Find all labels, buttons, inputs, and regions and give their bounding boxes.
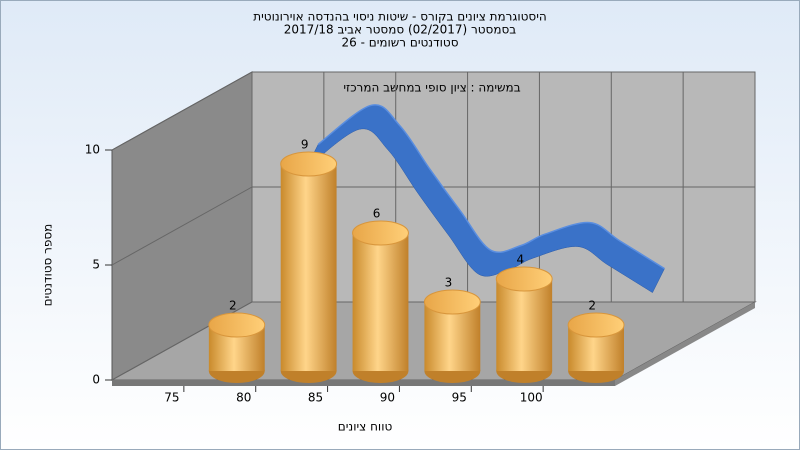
y-tick-label: 5 <box>92 258 100 272</box>
bar-top <box>567 312 625 338</box>
x-tick-label: 75 <box>164 391 179 405</box>
x-tick-label: 95 <box>452 391 467 405</box>
chart-title: היסטוגרמת ציונים בקורס - שיטות ניסוי בהנ… <box>253 10 547 24</box>
data-label: 2 <box>229 299 237 313</box>
y-tick-label: 0 <box>92 373 100 387</box>
bar-top <box>208 312 266 338</box>
data-label: 9 <box>301 138 309 152</box>
curve-line <box>317 104 665 270</box>
bar <box>280 164 337 371</box>
grid-line <box>111 186 253 266</box>
x-tick-label: 85 <box>308 391 323 405</box>
floor-side <box>615 302 755 386</box>
y-axis-label: מספר סטודנטים <box>41 224 55 307</box>
data-label: 4 <box>516 253 524 267</box>
data-label: 6 <box>373 207 381 221</box>
data-label: 3 <box>445 276 453 290</box>
grid-line <box>111 71 253 151</box>
x-axis-label: טווח ציונים <box>338 420 393 434</box>
data-label: 2 <box>588 299 596 313</box>
bar-top <box>423 289 481 315</box>
bar-top <box>352 220 409 246</box>
x-tick-label: 100 <box>520 391 543 405</box>
x-tick-label: 80 <box>236 391 251 405</box>
bar-top <box>280 151 338 177</box>
x-tick-label: 90 <box>380 391 395 405</box>
annotation: במשימה : ציון סופי במחשב המרכזי <box>343 81 520 95</box>
y-tick-label: 10 <box>85 143 100 157</box>
bar <box>352 233 409 371</box>
chart-subtitle: סטודנטים רשומים - 26 <box>341 36 458 50</box>
bar <box>496 279 553 371</box>
bar-top <box>495 266 553 292</box>
chart-subtitle: בסמסטר (02/2017) סמסטר אביב 2017/18 <box>284 23 516 37</box>
